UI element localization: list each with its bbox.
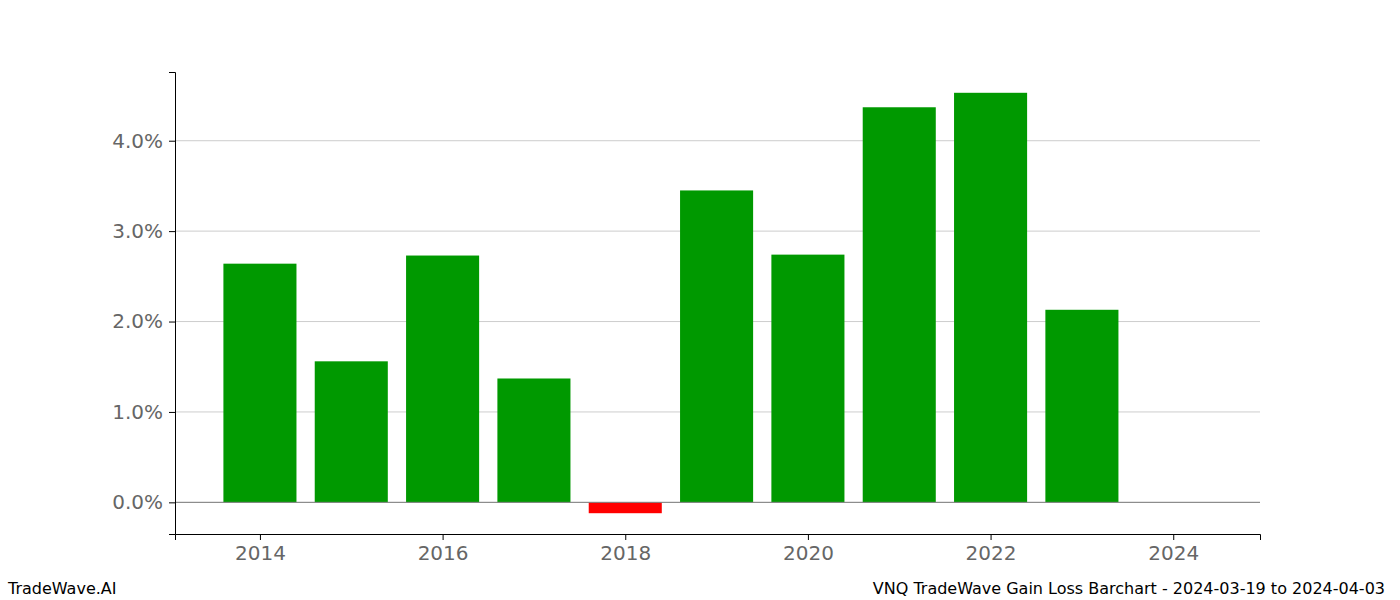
x-tick-label: 2020 <box>783 541 834 565</box>
y-tick: 0.0% <box>112 490 175 514</box>
bar <box>406 256 479 503</box>
x-tick-label: 2018 <box>600 541 651 565</box>
bar <box>223 264 296 503</box>
bar <box>863 107 936 502</box>
chart: 0.0% 1.0% 2.0% 3.0% 4.0% 2014 2016 2018 2020 2022… <box>0 0 1400 600</box>
grid <box>175 141 1260 503</box>
x-tick-label: 2022 <box>966 541 1017 565</box>
grid-line <box>175 140 1260 141</box>
y-axis-line <box>169 73 176 535</box>
bar <box>497 378 570 502</box>
y-tick: 3.0% <box>112 219 175 243</box>
bars <box>223 93 1118 513</box>
y-tick-mark <box>169 412 175 413</box>
x-axis: 2014 2016 2018 2020 2022 2024 <box>176 534 1261 565</box>
bar <box>315 361 388 502</box>
annotation: TradeWave.AI <box>7 579 116 598</box>
y-tick: 4.0% <box>112 129 175 153</box>
bar <box>771 255 844 503</box>
x-tick: 2020 <box>783 534 834 565</box>
plot: 0.0% 1.0% 2.0% 3.0% 4.0% 2014 2016 2018 2020 2022… <box>112 73 1260 566</box>
y-tick-mark <box>169 502 175 503</box>
x-tick-label: 2024 <box>1148 541 1199 565</box>
bar <box>589 502 662 513</box>
y-tick-mark <box>169 231 175 232</box>
x-tick-mark <box>443 534 444 540</box>
grid-line <box>175 502 1260 503</box>
y-tick-label: 2.0% <box>112 309 163 333</box>
x-tick-label: 2016 <box>418 541 469 565</box>
bar <box>954 93 1027 503</box>
x-tick: 2024 <box>1148 534 1199 565</box>
x-tick: 2016 <box>418 534 469 565</box>
x-tick-mark <box>808 534 809 540</box>
x-tick-mark <box>1173 534 1174 540</box>
bar <box>1045 310 1118 503</box>
y-tick: 1.0% <box>112 400 175 424</box>
y-tick-label: 1.0% <box>112 400 163 424</box>
y-axis: 0.0% 1.0% 2.0% 3.0% 4.0% <box>112 73 175 535</box>
x-axis-line <box>176 535 1261 541</box>
x-tick-mark <box>991 534 992 540</box>
y-tick-mark <box>169 141 175 142</box>
y-tick: 2.0% <box>112 309 175 333</box>
bar <box>680 190 753 502</box>
y-tick-label: 3.0% <box>112 219 163 243</box>
x-tick-label: 2014 <box>235 541 286 565</box>
x-tick-mark <box>260 534 261 540</box>
x-tick: 2018 <box>600 534 651 565</box>
zero-line <box>175 502 1260 503</box>
y-tick-label: 4.0% <box>112 129 163 153</box>
y-tick-mark <box>169 322 175 323</box>
y-tick-label: 0.0% <box>112 490 163 514</box>
x-tick-mark <box>625 534 626 540</box>
x-tick: 2022 <box>966 534 1017 565</box>
title: VNQ TradeWave Gain Loss Barchart - 2024-… <box>873 579 1385 598</box>
x-tick: 2014 <box>235 534 286 565</box>
